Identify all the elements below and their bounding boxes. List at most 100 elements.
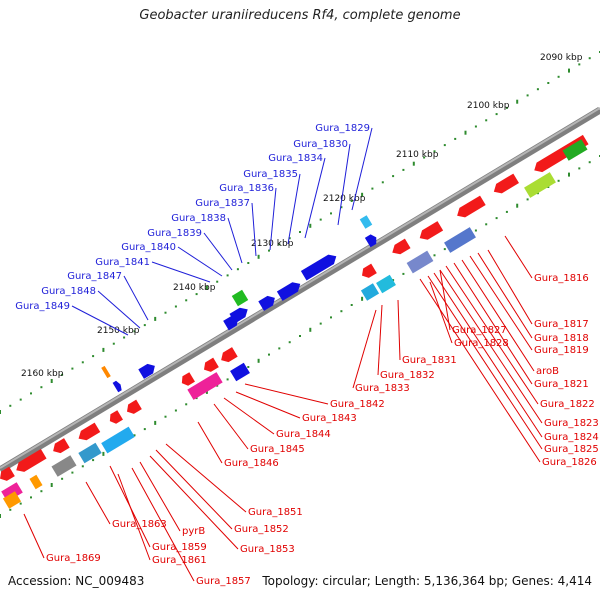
tick-mark [402, 272, 405, 275]
tick-mark [330, 212, 332, 215]
leader-line [244, 383, 329, 405]
gene-arrow [181, 372, 195, 386]
gene-arrow [16, 449, 47, 472]
gene-label: Gura_1847 [67, 271, 122, 282]
gene-label: Gura_1837 [195, 198, 250, 209]
tick-mark [30, 496, 32, 499]
leader-line [461, 259, 535, 372]
gene-arrow [258, 295, 275, 311]
gene-arrow [109, 410, 123, 424]
tick-mark [381, 181, 384, 184]
leader-line [123, 275, 149, 321]
leader-line [117, 473, 151, 561]
gene-label: aroB [536, 366, 559, 377]
tick-mark [412, 161, 415, 166]
tick-mark [578, 167, 581, 170]
accession-text: Accession: NC_009483 [8, 574, 145, 588]
tick-mark [557, 75, 560, 78]
tick-mark [92, 355, 95, 358]
tick-mark [495, 217, 498, 220]
tick-mark [50, 483, 53, 487]
gene-label: Gura_1838 [171, 213, 226, 224]
gene-arrow [231, 289, 249, 307]
tick-mark [361, 192, 364, 197]
tick-mark [154, 316, 157, 321]
gene-label: Gura_1828 [454, 338, 509, 349]
gene-arrow [444, 227, 476, 253]
leader-line [269, 187, 277, 251]
tick-mark [19, 502, 22, 505]
tick-mark [361, 296, 364, 301]
scale-label: 2160 kbp [21, 369, 64, 379]
tick-mark [102, 347, 105, 352]
tick-mark [247, 366, 250, 368]
leader-line [165, 443, 247, 513]
leader-line [433, 272, 543, 438]
scale-label: 2110 kbp [396, 150, 439, 160]
gene-label: Gura_1829 [315, 123, 370, 134]
gene-label: Gura_1845 [250, 444, 305, 455]
leader-line [139, 461, 181, 532]
gene-label: Gura_1839 [147, 228, 202, 239]
tick-mark [547, 82, 550, 84]
gene-arrow [419, 221, 444, 240]
leader-line [439, 269, 451, 331]
tick-mark [454, 137, 457, 140]
tick-mark [81, 465, 84, 468]
gene-label: Gura_1840 [121, 242, 176, 253]
leader-line [97, 290, 141, 329]
tick-mark [236, 268, 239, 271]
tick-mark [474, 125, 477, 128]
tick-mark [195, 397, 198, 400]
gene-label: Gura_1826 [542, 457, 597, 468]
gene-label: Gura_1817 [534, 319, 589, 330]
tick-mark [71, 471, 74, 474]
leader-line [453, 262, 533, 385]
tick-mark [0, 410, 1, 414]
tick-mark [61, 373, 64, 376]
tick-mark [61, 477, 64, 480]
tick-mark [216, 384, 219, 387]
gene-arrow [2, 491, 22, 509]
tick-mark [112, 342, 115, 345]
gene-arrow [187, 372, 223, 400]
gene-arrow [359, 215, 373, 229]
leader-line [251, 202, 257, 257]
gene-arrow [360, 283, 380, 301]
gene-label: Gura_1821 [534, 379, 589, 390]
tick-mark [443, 144, 446, 147]
leader-line [351, 127, 373, 211]
gene-arrow [78, 442, 102, 464]
scale-label: 2090 kbp [540, 53, 583, 63]
gene-label: Gura_1853 [240, 544, 295, 555]
tick-mark [340, 206, 343, 209]
gene-label: Gura_1843 [302, 413, 357, 424]
tick-mark [485, 223, 488, 226]
gene-arrow [364, 234, 377, 248]
scale-label: 2150 kbp [97, 326, 140, 336]
tick-mark [299, 231, 301, 233]
tick-mark [536, 88, 539, 91]
tick-mark [9, 508, 12, 511]
tick-mark [205, 389, 208, 394]
tick-mark [133, 434, 136, 437]
tick-mark [568, 172, 570, 177]
tick-mark [0, 514, 1, 518]
leader-line [177, 246, 223, 277]
tick-mark [340, 310, 343, 313]
gene-arrow [562, 139, 588, 161]
tick-mark [143, 324, 146, 327]
leader-line [227, 217, 243, 264]
gene-arrow [276, 282, 301, 301]
tick-mark [288, 341, 291, 344]
label-leaders [23, 127, 543, 582]
gene-arrow [112, 380, 122, 393]
leader-line [377, 304, 383, 376]
tick-mark [268, 353, 270, 356]
gene-label: Gura_1827 [452, 325, 507, 336]
tick-mark [516, 99, 519, 104]
gene-label: Gura_1835 [243, 169, 298, 180]
tick-mark [309, 327, 312, 332]
leader-line [352, 309, 377, 389]
